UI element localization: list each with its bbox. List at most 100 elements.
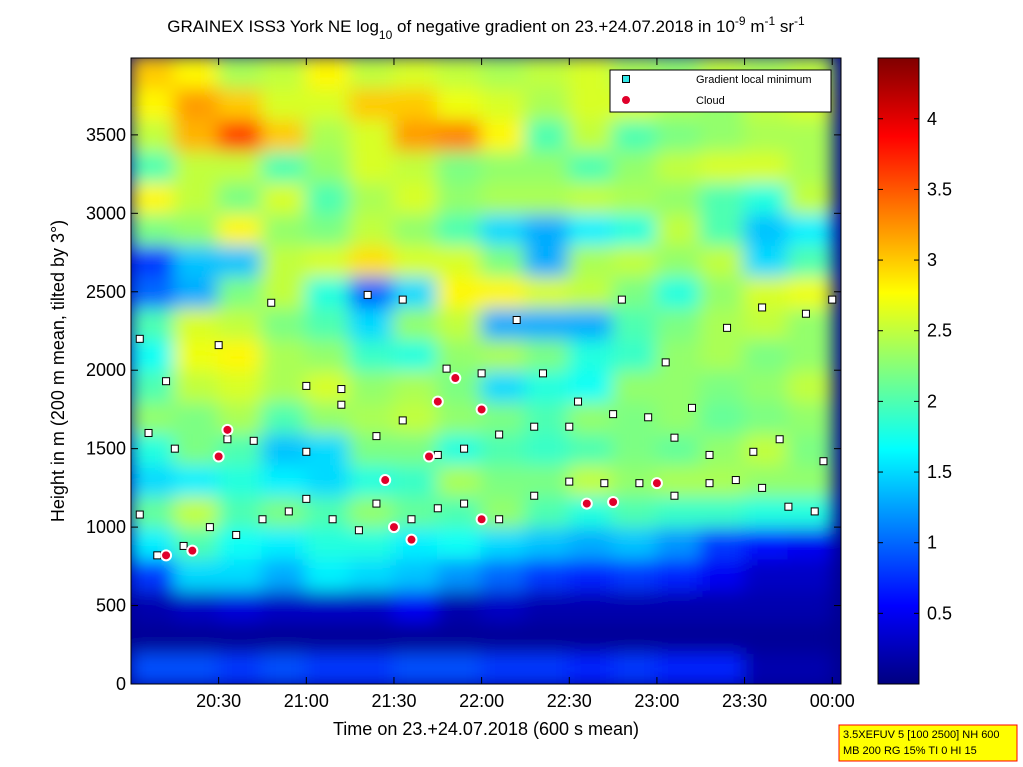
legend-label: Cloud <box>696 95 725 107</box>
heat-cell <box>217 180 264 215</box>
heat-cell <box>612 212 658 246</box>
heat-cell <box>524 275 571 309</box>
minimum-point <box>354 526 363 535</box>
colorbar-tick-label: 1 <box>927 533 937 553</box>
minimum-point <box>801 309 810 318</box>
heat-cell <box>699 557 746 591</box>
heat-cell <box>217 463 264 497</box>
heat-cell <box>787 369 834 403</box>
heat-cell <box>392 588 439 623</box>
heat-cell <box>787 463 834 497</box>
minimum-point <box>731 476 740 485</box>
heat-cell <box>436 58 483 89</box>
heat-cell <box>436 243 483 278</box>
x-tick-label: 21:30 <box>371 691 416 711</box>
heat-cell <box>436 400 483 434</box>
heat-cell <box>568 588 615 623</box>
heat-cell <box>349 431 395 466</box>
heat-cell <box>173 58 220 89</box>
minimum-point <box>635 479 644 488</box>
heat-cell <box>173 369 220 403</box>
heat-cell <box>612 369 658 403</box>
heat-cell <box>743 337 790 372</box>
title-part: of negative gradient on 23.+24.07.2018 i… <box>392 17 735 36</box>
legend-box <box>609 69 832 113</box>
heat-cell <box>305 275 352 309</box>
cloud-point <box>379 474 392 487</box>
heat-cell <box>349 180 395 215</box>
heat-cell <box>349 243 395 278</box>
minimum-point <box>819 457 828 466</box>
heat-cell <box>480 400 527 434</box>
note-line: MB 200 RG 15% TI 0 HI 15 <box>843 745 977 757</box>
heat-cell <box>305 588 352 623</box>
heat-cell <box>436 620 483 654</box>
heat-cell <box>699 431 746 466</box>
heat-cell <box>173 306 220 340</box>
heat-cell <box>524 557 571 591</box>
minimum-point <box>512 316 521 325</box>
heat-cell <box>261 463 308 497</box>
heat-cell <box>524 212 571 246</box>
heat-cell <box>787 337 834 372</box>
heat-cell <box>261 369 308 403</box>
heat-cell <box>392 557 439 591</box>
heat-cell <box>524 651 571 684</box>
minimum-point <box>775 435 784 444</box>
heat-cell <box>612 180 658 215</box>
heat-cell <box>612 557 658 591</box>
heat-cell <box>568 118 615 152</box>
minimum-point <box>398 295 407 304</box>
minimum-point <box>214 341 223 350</box>
heat-cell <box>349 369 395 403</box>
heat-cell <box>173 86 220 121</box>
heat-cell <box>217 275 264 309</box>
heat-cell <box>261 494 308 529</box>
heat-cell <box>173 243 220 278</box>
minimum-point <box>609 410 618 419</box>
cloud-point <box>160 549 173 562</box>
heat-cell <box>568 337 615 372</box>
heat-cell <box>787 243 834 278</box>
heat-cell <box>261 431 308 466</box>
heat-cell <box>392 337 439 372</box>
heat-cell <box>480 118 527 152</box>
heat-cell <box>655 651 702 684</box>
heat-cell <box>699 118 746 152</box>
heat-cell <box>655 149 702 183</box>
x-tick-label: 22:00 <box>459 691 504 711</box>
heat-cell <box>392 58 439 89</box>
heat-cell <box>436 212 483 246</box>
heat-cell <box>655 431 702 466</box>
minimum-point <box>170 444 179 453</box>
heat-cell <box>612 337 658 372</box>
minimum-point <box>565 422 574 431</box>
heat-cell <box>787 620 834 654</box>
heat-cell <box>305 243 352 278</box>
heat-cell <box>349 86 395 121</box>
minimum-point <box>337 400 346 409</box>
heat-cell <box>568 275 615 309</box>
heat-cell <box>480 369 527 403</box>
minimum-point <box>179 541 188 550</box>
chart-title: GRAINEX ISS3 York NE log10 of negative g… <box>167 14 805 42</box>
heat-cell <box>787 557 834 591</box>
heat-cell <box>480 494 527 529</box>
heat-cell <box>612 463 658 497</box>
heat-cell <box>173 337 220 372</box>
title-part: m <box>746 17 765 36</box>
y-tick-label: 500 <box>96 596 126 616</box>
legend-marker <box>622 75 630 83</box>
minimum-point <box>442 364 451 373</box>
heat-cell <box>655 620 702 654</box>
heat-cell <box>131 306 176 340</box>
heat-cell <box>173 463 220 497</box>
heat-cell <box>131 149 176 183</box>
heat-cell <box>131 243 176 278</box>
minimum-point <box>758 303 767 312</box>
heat-cell <box>568 557 615 591</box>
minimum-point <box>784 502 793 511</box>
heat-cell <box>743 243 790 278</box>
heat-cell <box>655 306 702 340</box>
